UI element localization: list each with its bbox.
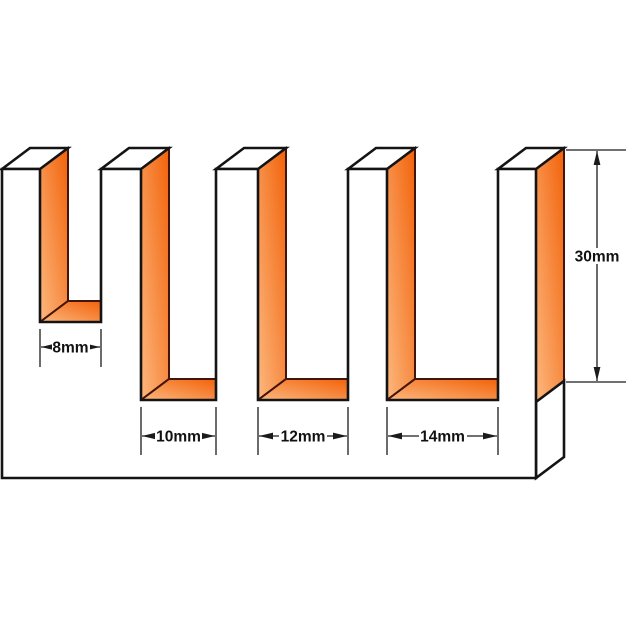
dim-slot4-arrow-right-icon: [483, 432, 497, 440]
dim-depth-arrow-down-icon: [593, 367, 601, 381]
dim-slot3-arrow-right-icon: [333, 432, 347, 440]
dim-slot4-label-bg: [419, 428, 467, 444]
dimension-annotations: 8mm 10mm 12mm: [39, 149, 626, 455]
dim-slot3: 12mm: [257, 407, 349, 455]
dim-depth: 30mm: [566, 149, 626, 383]
block-front-face: [0, 167, 538, 480]
dim-slot4-label: 14mm: [420, 429, 465, 446]
dim-slot4-arrow-left-icon: [388, 432, 402, 440]
dim-depth-label-bg: [574, 248, 621, 264]
slot2-wall-face: [140, 146, 170, 402]
dim-slot2-label: 10mm: [156, 429, 201, 446]
dim-slot4: 14mm: [386, 407, 499, 455]
dim-slot1: 8mm: [39, 329, 102, 367]
slot1-wall-face: [39, 146, 69, 324]
slot3-wall-face: [257, 146, 287, 402]
dim-depth-arrow-up-icon: [593, 151, 601, 165]
dim-slot2: 10mm: [140, 407, 217, 455]
dim-slot3-label-bg: [279, 428, 327, 444]
dim-slot3-arrow-left-icon: [259, 432, 273, 440]
dim-slot1-arrow-left-icon: [41, 343, 55, 351]
dim-slot2-arrow-right-icon: [201, 432, 215, 440]
dim-depth-label: 30mm: [575, 249, 620, 266]
dim-slot2-label-bg: [155, 428, 202, 444]
dim-slot1-label-bg: [52, 339, 90, 355]
block-side-machined-face: [535, 146, 565, 404]
slot4-wall-face: [386, 146, 416, 402]
dim-slot3-label: 12mm: [281, 429, 326, 446]
tooth-top-faces: [0, 146, 568, 171]
dim-slot2-arrow-left-icon: [142, 432, 156, 440]
dim-slot1-label: 8mm: [52, 340, 88, 357]
